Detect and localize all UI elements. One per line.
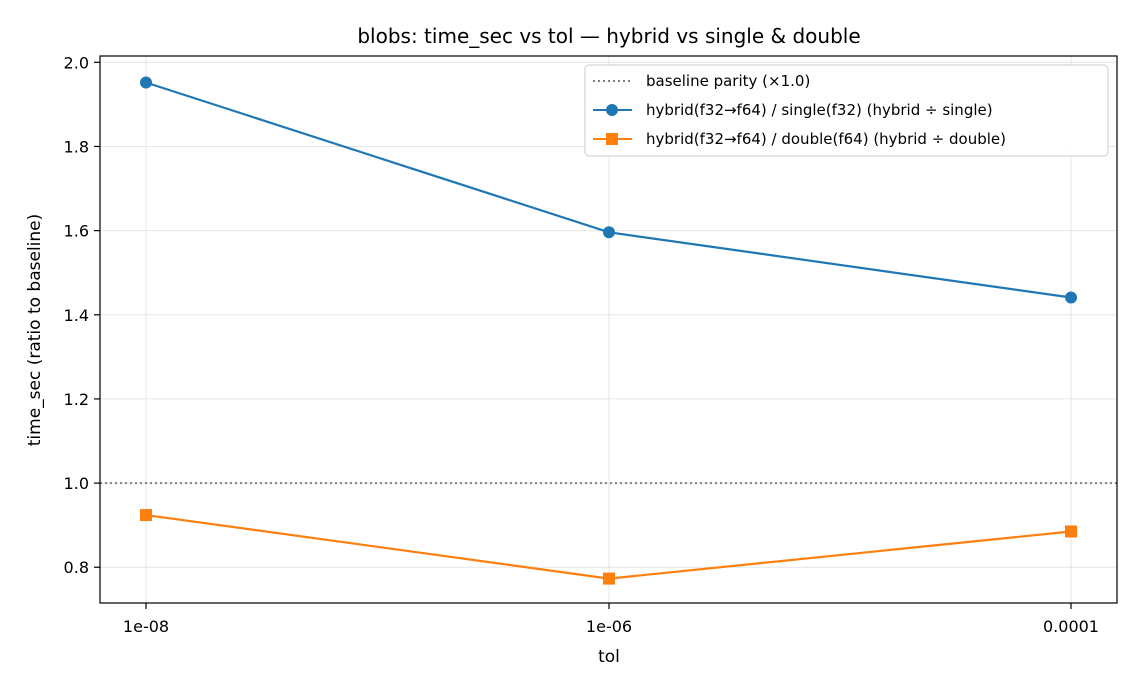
y-tick-label: 2.0 <box>64 53 89 72</box>
y-tick-label: 1.6 <box>64 222 89 241</box>
y-tick-label: 1.0 <box>64 474 89 493</box>
legend-box <box>584 64 1109 157</box>
legend: baseline parity (×1.0) hybrid(f32→f64) /… <box>584 64 1109 157</box>
legend-series-1-label: hybrid(f32→f64) / single(f32) (hybrid ÷ … <box>646 101 993 119</box>
series-layer <box>140 76 1077 585</box>
series-2-point <box>1065 525 1077 538</box>
legend-series-2-marker <box>606 133 618 145</box>
x-tick-label: 1e-08 <box>123 617 169 636</box>
x-axis-label: tol <box>598 647 620 667</box>
legend-series-2-label: hybrid(f32→f64) / double(f64) (hybrid ÷ … <box>646 130 1006 148</box>
series-1-point <box>1065 291 1077 304</box>
y-axis-label: time_sec (ratio to baseline) <box>25 214 45 447</box>
chart-title: blobs: time_sec vs tol — hybrid vs singl… <box>357 24 860 48</box>
y-tick-label: 1.4 <box>64 306 89 325</box>
series-1-point <box>140 76 152 89</box>
legend-baseline-label: baseline parity (×1.0) <box>646 72 810 90</box>
y-tick-label: 1.2 <box>64 390 89 409</box>
x-tick-label: 0.0001 <box>1043 617 1099 636</box>
series-2-point <box>603 572 615 585</box>
series-2-point <box>140 509 152 522</box>
y-tick-label: 1.8 <box>64 137 89 156</box>
series-1-point <box>603 226 615 239</box>
x-axis-ticks: 1e-08 1e-06 0.0001 <box>123 603 1099 636</box>
y-axis-ticks: 0.8 1.0 1.2 1.4 1.6 1.8 2.0 <box>64 53 100 577</box>
legend-series-1-marker <box>606 104 618 116</box>
y-tick-label: 0.8 <box>64 558 89 577</box>
x-tick-label: 1e-06 <box>586 617 632 636</box>
